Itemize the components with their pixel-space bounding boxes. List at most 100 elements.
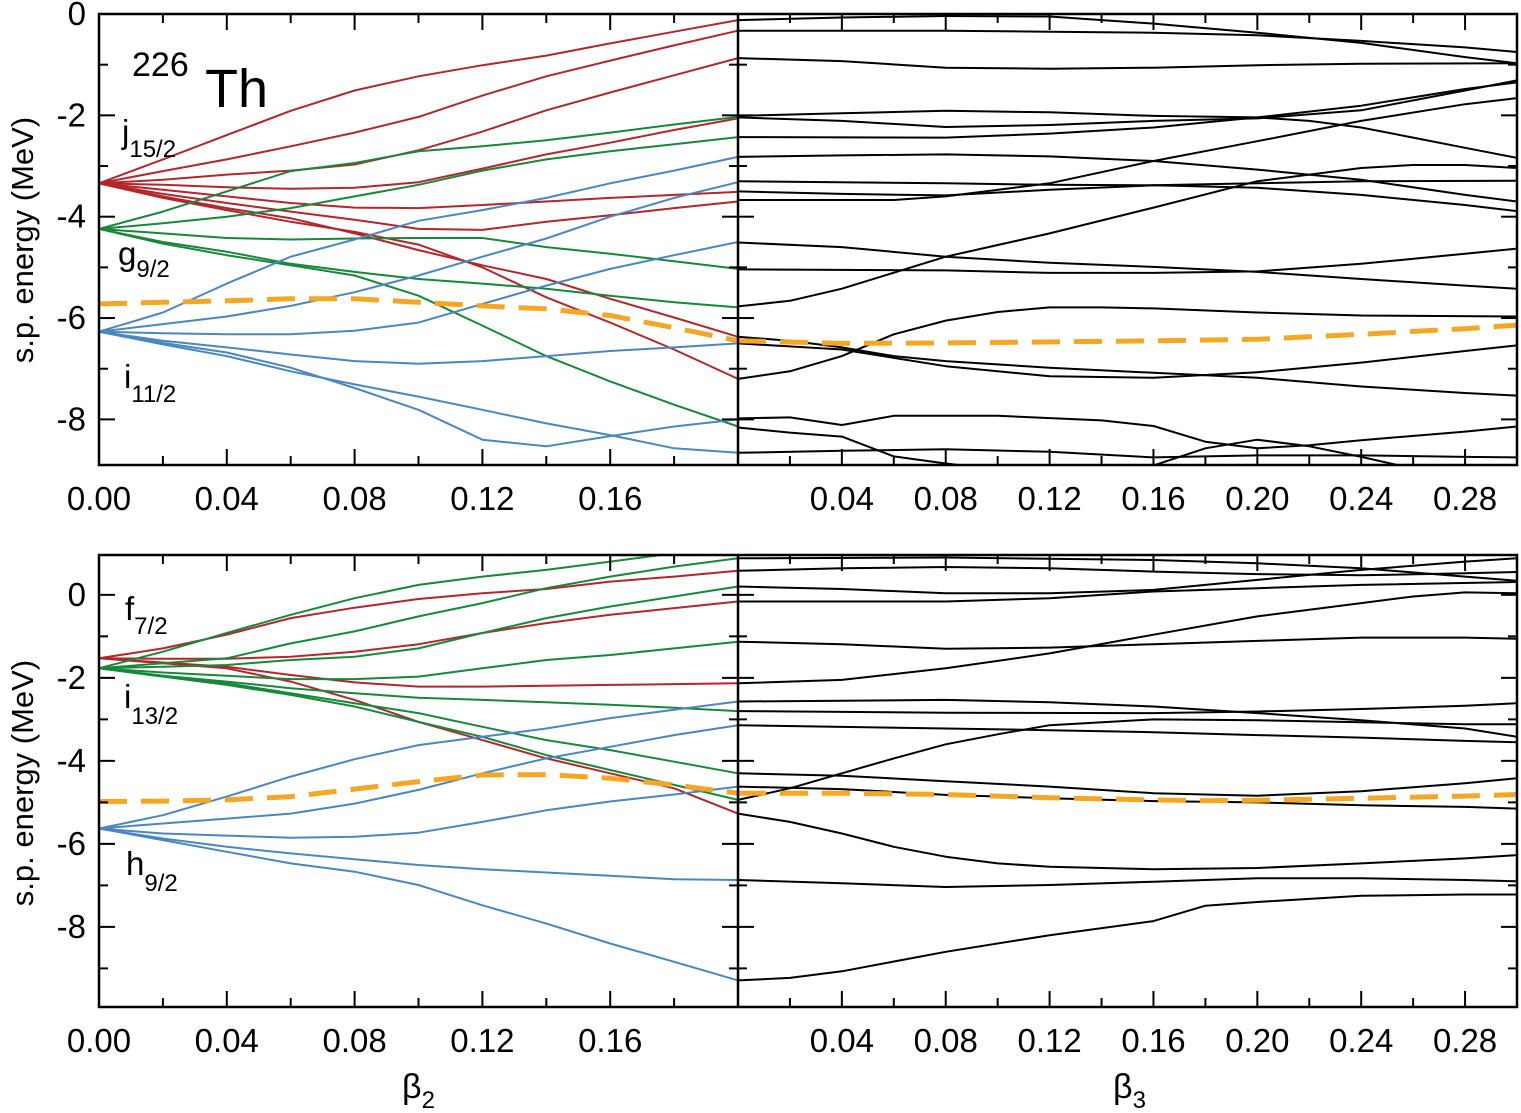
level-line-beta2-blue-17 [99, 330, 739, 448]
fermi-level-line-beta2 [99, 296, 739, 344]
x-tick-label-beta2: 0.00 [67, 1022, 131, 1059]
x-tick-label-beta3: 0.24 [1329, 1022, 1393, 1059]
x-tick-label-beta2: 0.12 [450, 1022, 514, 1059]
level-line-beta3-2 [737, 57, 1517, 70]
x-tick-label-beta3: 0.28 [1433, 1022, 1497, 1059]
level-lines [99, 15, 1517, 465]
x-tick-label-beta3: 0.08 [914, 480, 978, 517]
level-line-beta3-12 [737, 164, 1517, 308]
level-line-beta3-2 [737, 557, 1517, 595]
panel-frame [97, 12, 1519, 467]
y-tick-label: -4 [57, 198, 86, 235]
level-line-beta3-12 [737, 812, 1517, 871]
level-line-beta3-8 [737, 724, 1517, 744]
level-line-beta3-4 [737, 79, 1517, 128]
level-line-beta2-blue-12 [99, 724, 739, 830]
level-line-beta3-6 [737, 698, 1517, 738]
level-lines [99, 555, 1517, 982]
level-line-beta3-11 [737, 247, 1517, 274]
fermi-level-line-beta3 [737, 322, 1517, 346]
level-line-beta2-green-9 [99, 667, 739, 775]
level-line-beta2-blue-13 [99, 785, 739, 839]
x-tick-label-beta3: 0.04 [810, 480, 874, 517]
panel-frame [97, 553, 1519, 1009]
level-line-beta3-10 [737, 241, 1517, 290]
x-axis-title-beta2: β2 [402, 1068, 435, 1113]
y-tick-label: -8 [57, 908, 86, 945]
x-tick-label-beta2: 0.04 [195, 1022, 259, 1059]
level-line-beta3-13 [737, 335, 1517, 397]
level-label-g9-2: g9/2 [118, 235, 170, 283]
x-tick-label-beta2: 0.00 [67, 480, 131, 517]
level-line-beta2-green-11 [99, 227, 739, 309]
x-tick-label-beta2: 0.12 [450, 480, 514, 517]
x-axis-title-beta3: β3 [1113, 1068, 1146, 1113]
level-label-j15-2: j15/2 [121, 113, 176, 163]
fermi-level-line-beta3 [738, 790, 1517, 804]
level-line-beta3-8 [737, 184, 1517, 213]
neutron-panel: 0 -2 -4 -6 -8 0.00 0.04 0.08 0.12 0.16 0.04 0.08 0.1… [57, 0, 1519, 517]
level-line-beta3-1 [737, 566, 1517, 577]
y-tick-label: -4 [57, 742, 86, 779]
beta3-symbol: β [1113, 1068, 1133, 1106]
level-line-beta2-green-10 [99, 227, 739, 270]
level-line-beta3-5 [737, 591, 1517, 685]
y-tick-label: 0 [68, 576, 86, 613]
level-line-beta3-13 [737, 877, 1517, 888]
level-line-beta3-7 [737, 702, 1517, 715]
level-label-f7-2: f7/2 [125, 590, 168, 640]
x-tick-label-beta3: 0.20 [1225, 1022, 1289, 1059]
x-tick-label-beta2: 0.08 [322, 1022, 386, 1059]
beta3-subscript: 3 [1133, 1087, 1146, 1113]
level-line-beta3-9 [738, 97, 1517, 201]
level-line-beta2-green-12 [99, 227, 739, 428]
x-tick-label-beta3: 0.24 [1329, 480, 1393, 517]
level-line-beta3-11 [737, 785, 1517, 810]
level-line-beta3-1 [738, 29, 1517, 53]
x-tick-label-beta2: 0.16 [578, 1022, 642, 1059]
x-tick-label-beta3: 0.16 [1121, 1022, 1185, 1059]
beta2-symbol: β [402, 1068, 422, 1106]
nucleus-mass-number: 226 [132, 46, 189, 84]
level-line-beta2-blue-15 [99, 241, 739, 336]
level-line-beta2-blue-14 [99, 181, 739, 333]
level-line-beta2-red-5 [99, 182, 739, 231]
x-tick-label-beta2: 0.08 [322, 480, 386, 517]
y-tick-label: -6 [57, 825, 86, 862]
y-tick-label: -2 [57, 96, 86, 133]
level-line-beta2-red-3 [99, 117, 739, 190]
level-line-beta2-red-1 [99, 600, 739, 660]
level-line-beta3-14 [737, 306, 1517, 380]
level-line-beta2-green-4 [99, 555, 669, 670]
level-line-beta3-14 [737, 893, 1517, 982]
level-line-beta3-4 [737, 636, 1517, 650]
y-tick-label: -2 [57, 659, 86, 696]
level-line-beta3-3 [737, 109, 1517, 159]
level-line-beta2-red-2 [99, 657, 739, 688]
level-line-beta2-red-0 [99, 19, 739, 185]
level-line-beta2-blue-14 [99, 827, 739, 881]
level-line-beta2-green-10 [99, 667, 739, 801]
level-line-beta2-blue-11 [99, 700, 739, 830]
level-line-beta3-16 [737, 414, 1517, 450]
level-line-beta2-red-7 [99, 182, 739, 380]
level-line-beta3-18 [737, 448, 1517, 459]
x-tick-label-beta2: 0.04 [195, 480, 259, 517]
level-line-beta2-green-5 [99, 557, 739, 670]
level-line-beta2-green-6 [99, 585, 739, 670]
level-line-beta3-17 [737, 426, 1403, 465]
y-axis-title-bottom: s.p. energy (MeV) [5, 660, 40, 906]
level-line-beta2-green-9 [99, 136, 739, 230]
level-line-beta2-red-4 [99, 182, 739, 210]
x-tick-label-beta2: 0.16 [578, 480, 642, 517]
level-label-h9-2: h9/2 [126, 845, 178, 897]
x-tick-label-beta3: 0.04 [810, 1022, 874, 1059]
x-tick-label-beta3: 0.16 [1121, 480, 1185, 517]
x-tick-label-beta3: 0.12 [1017, 1022, 1081, 1059]
level-line-beta2-blue-18 [99, 330, 739, 454]
y-tick-label: -8 [57, 400, 86, 437]
level-line-beta2-red-1 [99, 29, 739, 185]
x-tick-label-beta3: 0.28 [1433, 480, 1497, 517]
level-line-beta2-green-7 [99, 640, 739, 681]
